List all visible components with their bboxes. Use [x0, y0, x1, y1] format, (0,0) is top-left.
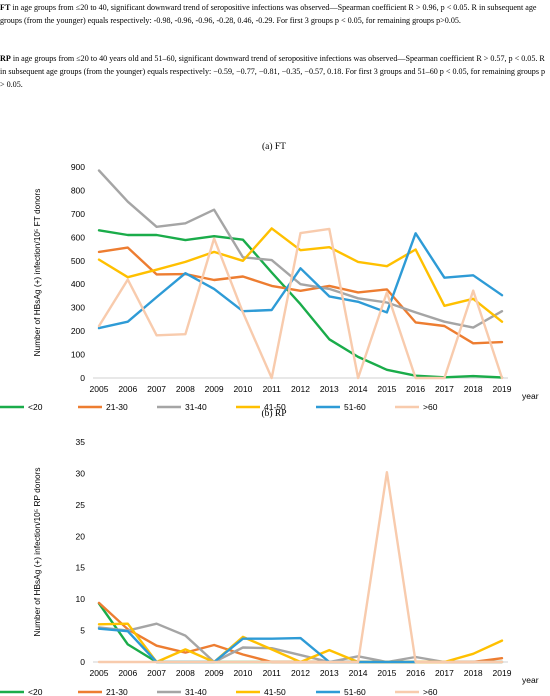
- panel-title: (a) FT: [262, 141, 286, 152]
- legend-label: 41-50: [264, 687, 286, 696]
- ft-description: FT in age groups from ≤20 to 40, signifi…: [0, 1, 546, 27]
- x-tick-label: 2013: [320, 384, 339, 394]
- x-tick-label: 2008: [176, 384, 195, 394]
- y-tick-label: 0: [80, 657, 85, 667]
- x-tick-label: 2014: [349, 384, 368, 394]
- y-tick-label: 400: [71, 279, 85, 289]
- x-tick-label: 2014: [349, 668, 368, 678]
- rp-line-chart: (b) RP 0 5 10 15 20 25 30 35 2005 2006 2007 2008 2009…: [0, 408, 539, 696]
- y-tick-label: 700: [71, 209, 85, 219]
- x-tick-label: 2006: [118, 384, 137, 394]
- legend-label: <20: [28, 687, 43, 696]
- series-line-5: [97, 232, 504, 330]
- legend-label: >60: [423, 402, 438, 412]
- x-tick-label: 2018: [464, 668, 483, 678]
- x-tick-label: 2019: [493, 668, 512, 678]
- x-axis-label: year: [522, 391, 539, 401]
- y-axis-label: Number of HBsAg (+) infection/10⁵ FT don…: [32, 189, 42, 357]
- y-tick-label: 900: [71, 162, 85, 172]
- y-tick-label: 25: [76, 500, 86, 510]
- legend-label: 21-30: [106, 687, 128, 696]
- x-tick-label: 2006: [118, 668, 137, 678]
- x-axis-label: year: [522, 675, 539, 685]
- y-tick-label: 10: [76, 594, 86, 604]
- x-tick-label: 2012: [291, 668, 310, 678]
- x-tick-label: 2018: [464, 384, 483, 394]
- series-line-2: [97, 601, 504, 664]
- x-tick-label: 2019: [493, 384, 512, 394]
- x-tick-label: 2011: [263, 384, 282, 394]
- x-tick-label: 2010: [233, 384, 252, 394]
- y-tick-label: 30: [76, 468, 86, 478]
- x-tick-label: 2010: [233, 668, 252, 678]
- x-tick-label: 2017: [435, 668, 454, 678]
- x-tick-label: 2008: [176, 668, 195, 678]
- ft-lead: FT: [0, 3, 11, 12]
- legend-label: 31-40: [185, 687, 207, 696]
- x-tick-label: 2007: [147, 668, 166, 678]
- ft-description-body: in age groups from ≤20 to 40, significan…: [0, 3, 537, 25]
- series-line-6: [97, 471, 504, 664]
- series-line-3: [97, 622, 504, 664]
- y-tick-label: 35: [76, 437, 86, 447]
- series-line-1: [97, 229, 504, 379]
- legend-label: 51-60: [344, 687, 366, 696]
- x-tick-label: 2009: [205, 668, 224, 678]
- y-tick-label: 0: [80, 373, 85, 383]
- x-tick-label: 2015: [377, 384, 396, 394]
- series-line-3: [97, 169, 504, 329]
- legend-label: 31-40: [185, 402, 207, 412]
- x-tick-label: 2009: [205, 384, 224, 394]
- x-tick-label: 2016: [406, 384, 425, 394]
- x-tick-label: 2007: [147, 384, 166, 394]
- series-line-2: [97, 246, 504, 345]
- y-tick-label: 600: [71, 232, 85, 242]
- x-tick-label: 2016: [406, 668, 425, 678]
- series-line-5: [97, 627, 417, 664]
- rp-lead: RP: [0, 54, 11, 63]
- series-line-6: [97, 227, 504, 380]
- x-tick-label: 2005: [90, 384, 109, 394]
- series-line-1: [97, 602, 504, 664]
- y-tick-label: 100: [71, 350, 85, 360]
- y-tick-label: 800: [71, 185, 85, 195]
- y-tick-label: 500: [71, 256, 85, 266]
- y-tick-label: 5: [80, 626, 85, 636]
- legend-label: 41-50: [264, 402, 286, 412]
- y-axis-label: Number of HBsAg (+) infection/10⁵ RP don…: [32, 467, 42, 636]
- ft-line-chart: (a) FT 0 100 200 300 400 500 600 700 800 900 2005 20…: [0, 141, 539, 412]
- y-tick-label: 300: [71, 303, 85, 313]
- legend-label: 51-60: [344, 402, 366, 412]
- rp-description-body: in age groups from ≤20 to 40 years old a…: [0, 54, 546, 89]
- legend-label: >60: [423, 687, 438, 696]
- x-tick-label: 2013: [320, 668, 339, 678]
- series-line-4: [97, 227, 504, 323]
- x-tick-label: 2017: [435, 384, 454, 394]
- legend-label: <20: [28, 402, 43, 412]
- y-tick-label: 15: [76, 563, 86, 573]
- x-tick-label: 2015: [377, 668, 396, 678]
- x-tick-label: 2011: [263, 668, 282, 678]
- legend-label: 21-30: [106, 402, 128, 412]
- x-tick-label: 2005: [90, 668, 109, 678]
- x-tick-label: 2012: [291, 384, 310, 394]
- panel-title: (b) RP: [261, 408, 286, 419]
- rp-description: RP in age groups from ≤20 to 40 years ol…: [0, 52, 546, 91]
- y-tick-label: 20: [76, 531, 86, 541]
- y-tick-label: 200: [71, 326, 85, 336]
